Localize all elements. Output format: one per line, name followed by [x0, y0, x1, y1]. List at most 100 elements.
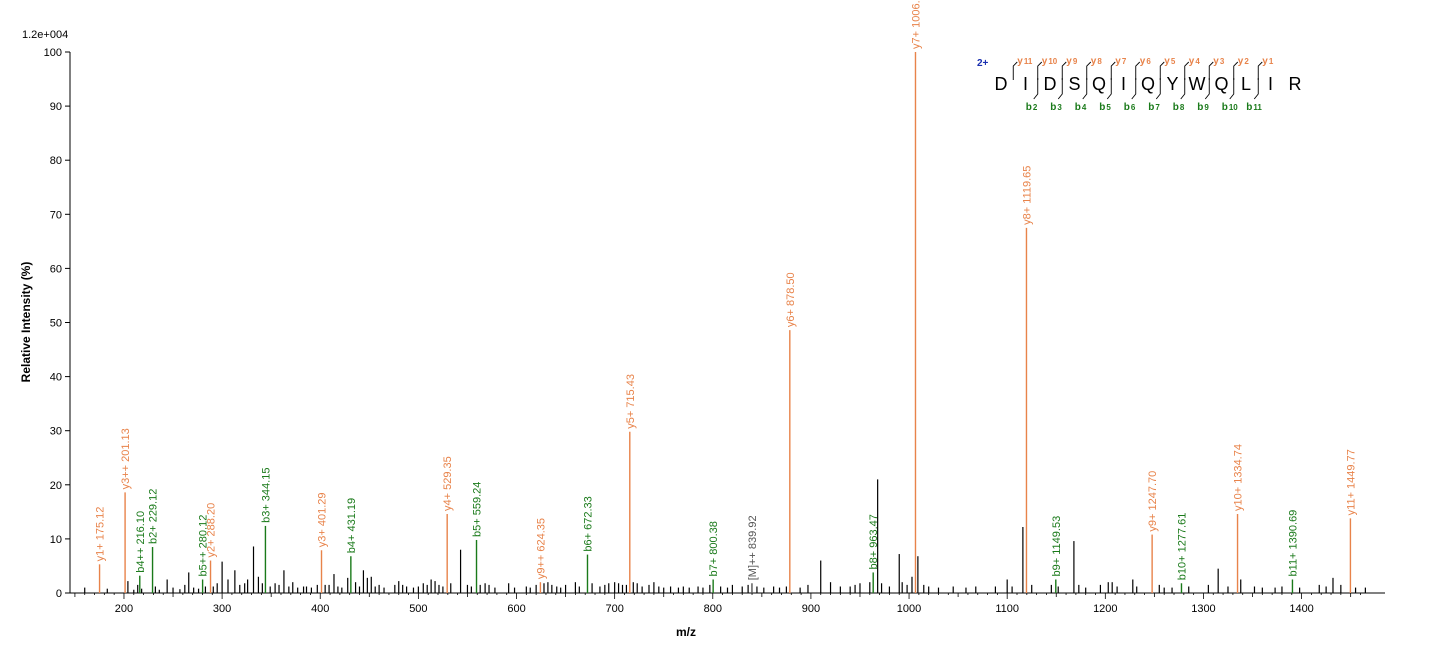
b-ion-bracket: [1229, 78, 1235, 100]
y-tick-label: 60: [50, 263, 62, 275]
b-ion-letter: b: [1099, 102, 1105, 113]
b-ion-letter: b: [1124, 102, 1130, 113]
sequence-residue: I: [1268, 74, 1273, 94]
x-tick-label: 1400: [1289, 603, 1313, 615]
y-ion-bracket: [1159, 61, 1165, 80]
peak-label: y2+ 288.20: [206, 503, 218, 558]
peak-label: b9+ 1149.53: [1051, 516, 1063, 577]
y-ion-label: y2: [1238, 56, 1250, 67]
b-ion-bracket: [1057, 78, 1063, 100]
y-ion-number: 7: [1122, 57, 1127, 66]
b-ion-label: b11: [1246, 102, 1262, 113]
y-ion-letter: y: [1042, 56, 1048, 67]
peak-label: [M]++ 839.92: [747, 515, 759, 580]
b-ion-bracket: [1082, 78, 1088, 100]
y-ion-number: 10: [1048, 57, 1057, 66]
peak-label: y6+ 878.50: [785, 272, 797, 327]
y-ion-bracket: [1037, 61, 1043, 80]
x-tick-label: 200: [115, 603, 133, 615]
peak-label: y1+ 175.12: [95, 507, 107, 562]
peak-label: b5+ 559.24: [472, 482, 484, 537]
y-ion-letter: y: [1091, 56, 1097, 67]
b-ion-label: b7: [1148, 102, 1160, 113]
y-ion-bracket: [1135, 61, 1141, 80]
x-tick-label: 300: [213, 603, 231, 615]
y-ion-number: 4: [1195, 57, 1200, 66]
y-ion-number: 9: [1073, 57, 1078, 66]
y-ion-bracket: [1208, 61, 1214, 80]
y-ion-letter: y: [1189, 56, 1195, 67]
y-tick-label: 90: [50, 101, 62, 113]
x-tick-label: 900: [802, 603, 820, 615]
b-ion-number: 2: [1033, 103, 1038, 112]
y-tick-label: 10: [50, 534, 62, 546]
peak-label: y3++ 201.13: [120, 428, 132, 489]
y-ion-label: y7: [1115, 56, 1127, 67]
b-ion-label: b10: [1222, 102, 1239, 113]
b-ion-bracket: [1155, 78, 1161, 100]
b-ion-number: 4: [1082, 103, 1087, 112]
x-tick-label: 500: [409, 603, 427, 615]
b-ion-number: 5: [1106, 103, 1111, 112]
y-ion-letter: y: [1164, 56, 1170, 67]
y-tick-label: 100: [44, 47, 62, 59]
y-ion-letter: y: [1238, 56, 1244, 67]
sequence-residue: I: [1121, 74, 1126, 94]
b-ion-bracket: [1204, 78, 1210, 100]
b-ion-bracket: [1180, 78, 1186, 100]
sequence-residue: Q: [1214, 74, 1228, 94]
y-tick-label: 40: [50, 372, 62, 384]
peak-label: y11+ 1449.77: [1345, 449, 1357, 515]
charge-state: 2+: [977, 58, 989, 69]
b-ion-number: 9: [1204, 103, 1209, 112]
sequence-residue: D: [995, 74, 1008, 94]
peak-label: b10+ 1277.61: [1176, 513, 1188, 581]
y-ion-number: 6: [1146, 57, 1151, 66]
b-ion-letter: b: [1026, 102, 1032, 113]
peak-label: y5+ 715.43: [625, 374, 637, 429]
y-ion-letter: y: [1262, 56, 1268, 67]
y-ion-label: y3: [1213, 56, 1225, 67]
x-tick-label: 700: [605, 603, 623, 615]
y-ion-label: y5: [1164, 56, 1176, 67]
y-tick-label: 0: [56, 588, 62, 600]
y-ion-letter: y: [1140, 56, 1146, 67]
y-ion-bracket: [1012, 61, 1018, 80]
b-ion-letter: b: [1050, 102, 1056, 113]
peak-label: y3+ 401.29: [317, 493, 329, 548]
y-tick-label: 70: [50, 209, 62, 221]
sequence-residue: I: [1023, 74, 1028, 94]
sequence-residue: D: [1044, 74, 1057, 94]
peak-label: b11+ 1390.69: [1287, 510, 1299, 577]
y-ion-label: y6: [1140, 56, 1152, 67]
y-tick-label: 80: [50, 155, 62, 167]
y-tick-label: 30: [50, 426, 62, 438]
y-ion-label: y11: [1017, 56, 1033, 67]
x-tick-label: 1100: [995, 603, 1019, 615]
sequence-residue: R: [1289, 74, 1302, 94]
y-ion-bracket: [1184, 61, 1190, 80]
b-ion-label: b2: [1026, 102, 1038, 113]
y-ion-label: y9: [1066, 56, 1078, 67]
y-ion-bracket: [1257, 61, 1263, 80]
b-ion-bracket: [1106, 78, 1112, 100]
sequence-residue: W: [1189, 74, 1206, 94]
y-ion-number: 11: [1024, 57, 1033, 66]
b-ion-number: 10: [1229, 103, 1238, 112]
b-ion-number: 6: [1131, 103, 1136, 112]
b-ion-letter: b: [1222, 102, 1228, 113]
b-ion-label: b4: [1075, 102, 1087, 113]
sequence-residue: L: [1241, 74, 1251, 94]
b-ion-label: b8: [1173, 102, 1185, 113]
b-ion-letter: b: [1246, 102, 1252, 113]
b-ion-number: 3: [1057, 103, 1062, 112]
peak-label: y4+ 529.35: [442, 456, 454, 511]
peak-labels: y1+ 175.12 y3++ 201.13 b4++ 216.10 b2+ 229.…: [95, 0, 1358, 580]
y-ion-label: y8: [1091, 56, 1103, 67]
b-ion-label: b6: [1124, 102, 1136, 113]
x-tick-label: 1000: [897, 603, 921, 615]
b-ion-letter: b: [1173, 102, 1179, 113]
y-ion-number: 8: [1097, 57, 1102, 66]
